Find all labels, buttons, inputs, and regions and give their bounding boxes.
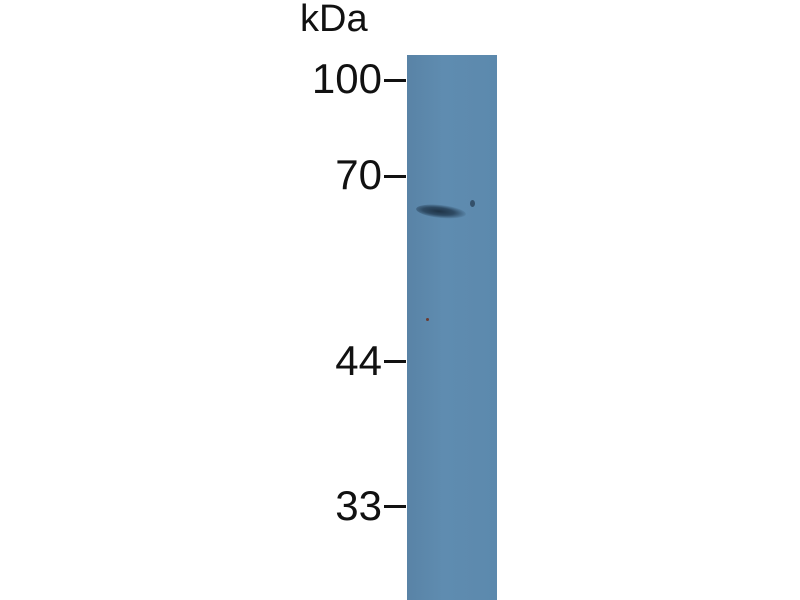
marker-tick-70	[384, 175, 406, 178]
unit-label: kDa	[300, 0, 368, 40]
blot-lane	[407, 55, 497, 600]
marker-label-70: 70	[335, 151, 382, 198]
marker-label-33: 33	[335, 482, 382, 529]
marker-label-44: 44	[335, 337, 382, 384]
marker-tick-44	[384, 360, 406, 363]
blot-spot	[470, 200, 475, 207]
marker-tick-100	[384, 79, 406, 82]
marker-label-100: 100	[311, 55, 382, 102]
marker-tick-33	[384, 505, 406, 508]
blot-speck	[426, 318, 429, 321]
